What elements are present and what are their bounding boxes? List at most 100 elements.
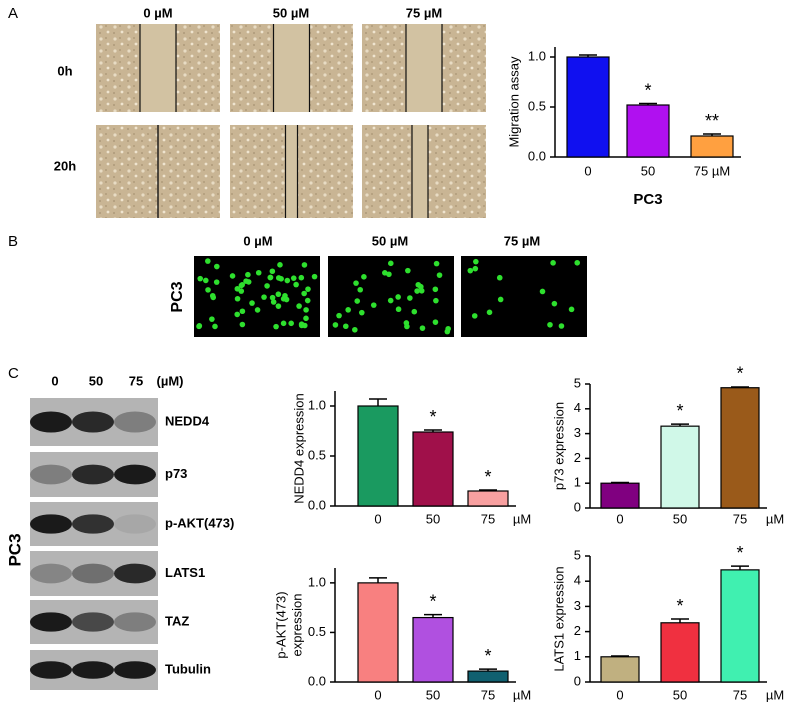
x-axis-label: PC3 [633,191,662,208]
fluorescence-image [461,256,587,337]
cell [239,321,246,328]
cell [471,313,478,319]
y-tick-label: 0.0 [308,497,326,512]
cell [282,292,288,299]
column-label: 0 µM [143,5,172,20]
cell [213,279,220,285]
y-axis-label: p73 expression [551,402,566,490]
x-tick-label: 50 [426,687,440,702]
error-bar [611,481,629,484]
bar [600,482,640,509]
cell [370,302,377,308]
cell [212,323,218,330]
band [114,411,156,433]
cell [550,260,556,266]
x-tick-label: 75 [481,687,495,702]
y-tick-label: 1 [574,475,581,490]
wound [140,24,176,112]
y-axis-label: NEDD4 expression [291,393,306,504]
cell [203,277,209,284]
bar [660,622,700,683]
cell [264,283,270,289]
column-label: 75 µM [504,233,540,248]
band [114,661,156,679]
panel-label: B [8,233,18,250]
cell [273,323,279,330]
cell [433,297,439,304]
x-tick-label: 0 [374,687,381,702]
cell [239,308,246,315]
significance: * [736,364,743,384]
cell [411,308,418,315]
band [114,464,156,485]
cell [418,283,424,290]
band [30,411,72,433]
x-tick-label: 50 [641,163,655,178]
cell [197,275,204,282]
y-tick-label: 2 [574,623,581,638]
cell [432,319,439,325]
band [72,661,114,679]
band [30,612,72,632]
column-label: 75 [129,373,143,388]
cell [245,271,251,278]
cell [403,320,410,326]
error-bar [703,133,721,136]
bar [467,490,509,507]
cell [270,299,277,305]
bar [720,569,760,683]
bar [566,56,610,158]
cell [354,298,361,304]
cell [209,292,216,299]
y-tick-label: 4 [574,400,581,415]
band [72,563,114,584]
cell [358,309,365,316]
bar [720,387,760,509]
x-tick-label: 0 [616,687,623,702]
cell [277,262,283,268]
significance: * [429,591,436,611]
wound [273,24,310,112]
y-tick-label: 0 [574,499,581,514]
cell [547,321,553,328]
cell [205,287,211,293]
significance: * [484,646,491,666]
cell [419,325,426,331]
cell [298,322,305,329]
band [30,514,72,534]
y-tick-label: 4 [574,573,581,588]
cell [255,269,262,276]
error-bar [369,577,387,583]
cell [345,307,351,313]
cell [238,282,245,289]
x-tick-label: 75 µM [694,163,730,178]
cell [387,297,394,304]
error-bar [424,429,442,432]
cell [303,307,309,313]
cell [254,307,261,313]
error-bar [731,386,749,388]
cell [234,295,241,302]
x-tick-label: 50 [673,687,687,702]
column-label: 50 µM [273,5,309,20]
error-bar [479,489,497,491]
error-bar [369,398,387,406]
band-label: Tubulin [165,661,211,676]
cell [311,273,318,280]
band-label: p73 [165,466,187,481]
bar [412,616,454,683]
cell [290,275,297,281]
cell [433,260,440,267]
cell [275,275,282,281]
y-tick-label: 0.5 [308,624,326,639]
cell [497,296,504,303]
cell [234,285,241,292]
band [72,514,114,534]
cell [342,323,349,330]
error-bar [424,613,442,618]
band [72,464,114,485]
column-label: 50 µM [372,233,408,248]
band [114,514,156,534]
significance: ** [705,111,719,131]
row-label: PC3 [169,281,186,312]
